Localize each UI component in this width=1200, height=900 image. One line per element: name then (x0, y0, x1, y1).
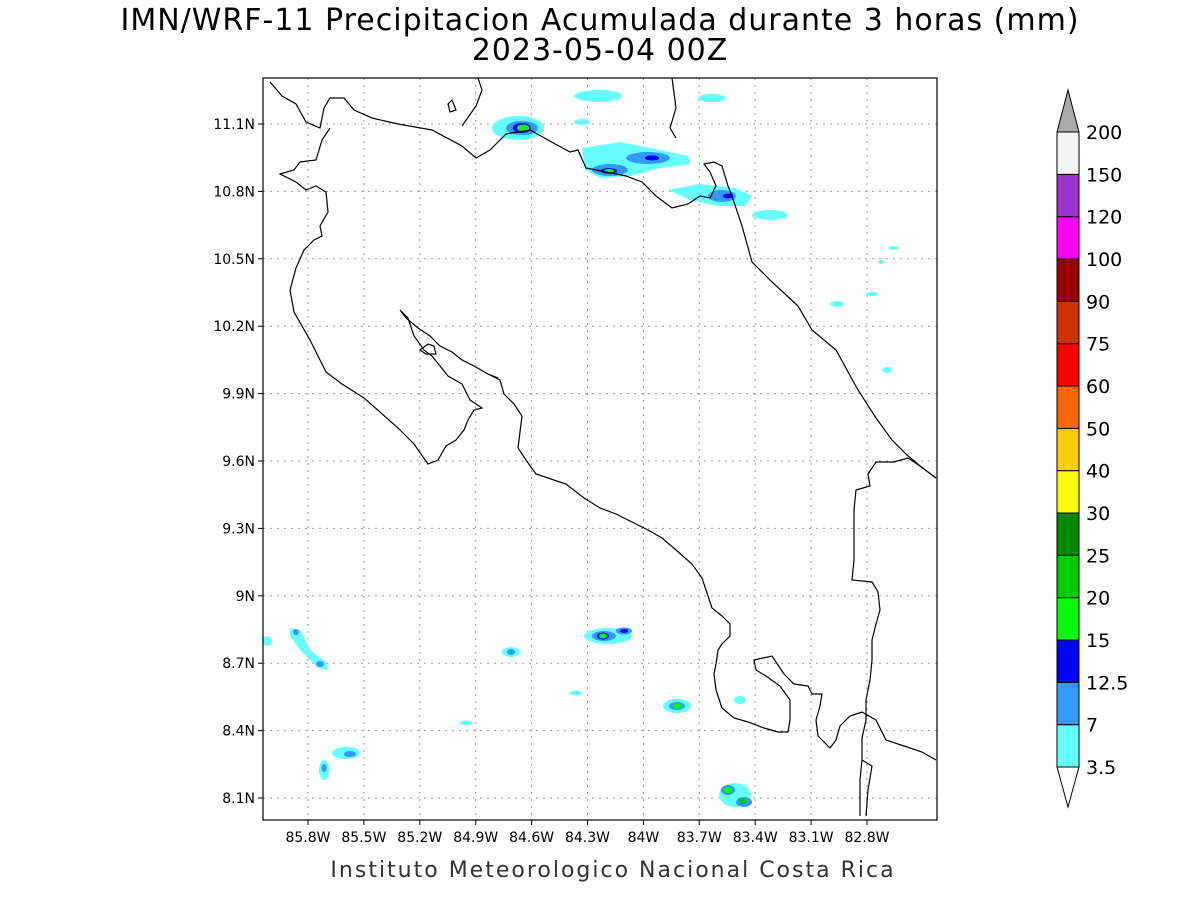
colorbar-level-label: 90 (1086, 291, 1110, 313)
lake-shore (461, 77, 483, 127)
y-tick-label: 8.4N (222, 724, 255, 740)
longitude-axis: 85.8W 85.5W 85.2W 84.9W 84.6W 84.3W 84W 83.7W 83… (285, 820, 890, 846)
colorbar-level-label: 120 (1086, 207, 1122, 229)
map-subtitle-datetime: 2023-05-04 00Z (472, 33, 729, 68)
y-tick-label: 8.7N (222, 656, 255, 672)
x-tick-label: 84.6W (509, 830, 554, 846)
colorbar-high-triangle (1056, 88, 1080, 133)
x-tick-label: 82.8W (844, 830, 889, 846)
x-tick-label: 83.7W (677, 830, 722, 846)
plot-area (262, 77, 938, 821)
colorbar-level-label: 12.5 (1086, 672, 1128, 694)
y-tick-label: 8.1N (222, 791, 255, 807)
colorbar-low-triangle (1056, 766, 1080, 809)
y-tick-label: 10.2N (213, 319, 255, 335)
panama-border (851, 457, 937, 816)
x-tick-label: 85.2W (397, 830, 442, 846)
nicaragua-caribbean-coast (669, 77, 677, 139)
coastline-boundaries (269, 77, 937, 817)
precip-patch (262, 90, 898, 807)
x-tick-label: 84W (628, 830, 660, 846)
nicaragua-border (269, 81, 733, 209)
colorbar-swatch (1056, 216, 1080, 260)
caribbean-coast (731, 195, 937, 479)
colorbar-level-label: 20 (1086, 588, 1110, 610)
gridlines (263, 78, 937, 820)
colorbar-level-label: 75 (1086, 334, 1110, 356)
institution-credit: Instituto Meteorologico Nacional Costa R… (330, 858, 895, 883)
colorbar-level-label: 150 (1086, 164, 1122, 186)
colorbar-swatch (1056, 681, 1080, 726)
colorbar-level-label: 40 (1086, 461, 1110, 483)
colorbar-legend: 3.5 7 12.5 15 20 25 30 40 50 60 75 90 100 120 150 200 (1056, 88, 1128, 809)
y-tick-label: 10.5N (213, 252, 255, 268)
colorbar-swatch (1056, 724, 1080, 768)
colorbar-level-label: 30 (1086, 503, 1110, 525)
colorbar-swatch (1056, 385, 1080, 429)
colorbar-swatch (1056, 343, 1080, 387)
y-tick-label: 9.3N (222, 521, 255, 537)
x-tick-label: 85.5W (341, 830, 386, 846)
colorbar-level-label: 7 (1086, 715, 1098, 737)
colorbar-level-label: 60 (1086, 376, 1110, 398)
gulf-island (418, 343, 437, 355)
pacific-coast-north (278, 127, 499, 465)
lake-island (447, 98, 457, 113)
colorbar-level-label: 50 (1086, 418, 1110, 440)
x-tick-label: 85.8W (285, 830, 330, 846)
y-tick-label: 11.1N (213, 117, 255, 133)
burica-point (861, 759, 873, 817)
colorbar-swatch (1056, 554, 1080, 599)
y-tick-label: 9.6N (222, 454, 255, 470)
colorbar-swatch (1056, 300, 1080, 345)
colorbar-swatch (1056, 639, 1080, 683)
x-tick-label: 84.9W (453, 830, 498, 846)
x-tick-label: 83.1W (789, 830, 834, 846)
latitude-axis: 11.1N 10.8N 10.5N 10.2N 9.9N 9.6N 9.3N 9N 8.7N 8.… (213, 117, 263, 807)
colorbar-level-label: 25 (1086, 545, 1110, 567)
colorbar-swatch (1056, 173, 1080, 218)
colorbar-swatch (1056, 470, 1080, 514)
colorbar-level-label: 3.5 (1086, 757, 1116, 779)
colorbar-level-label: 100 (1086, 249, 1122, 271)
x-tick-label: 83.4W (733, 830, 778, 846)
y-tick-label: 10.8N (213, 184, 255, 200)
y-tick-label: 9.9N (222, 387, 255, 403)
map-frame (262, 77, 938, 821)
colorbar-swatch (1056, 512, 1080, 556)
map-title: IMN/WRF-11 Precipitacion Acumulada duran… (120, 3, 1079, 38)
colorbar-swatch (1056, 427, 1080, 472)
colorbar-swatch (1056, 131, 1080, 175)
colorbar-swatch (1056, 597, 1080, 641)
colorbar-level-label: 200 (1086, 122, 1122, 144)
colorbar-level-label: 15 (1086, 630, 1110, 652)
colorbar-swatch (1056, 258, 1080, 302)
precipitation-layer (262, 90, 898, 807)
x-tick-label: 84.3W (565, 830, 610, 846)
y-tick-label: 9N (236, 589, 255, 605)
pacific-coast-central (487, 373, 937, 761)
